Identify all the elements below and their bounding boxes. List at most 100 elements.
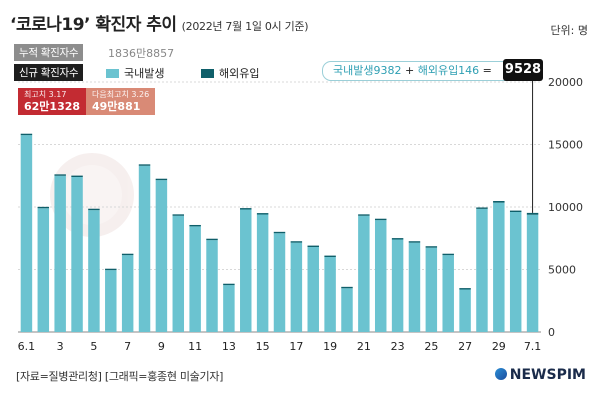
chart-title: ‘코로나19’ 확진자 추이 (2022년 7월 1일 0시 기준) bbox=[10, 10, 309, 35]
bar-domestic bbox=[54, 175, 66, 332]
bar-imported bbox=[256, 213, 269, 215]
bar-imported bbox=[20, 133, 33, 136]
x-tick-label: 3 bbox=[57, 340, 64, 353]
bar-domestic bbox=[307, 247, 319, 332]
bar-domestic bbox=[341, 288, 353, 332]
legend-swatch-imported bbox=[201, 69, 214, 78]
bar-imported bbox=[526, 212, 539, 215]
bar-domestic bbox=[324, 257, 336, 332]
callout-plus: + bbox=[401, 64, 418, 77]
x-tick-label: 5 bbox=[90, 340, 97, 353]
x-tick-label: 21 bbox=[357, 340, 371, 353]
bar-domestic bbox=[172, 215, 185, 332]
bar-domestic bbox=[138, 165, 151, 332]
bars bbox=[20, 133, 539, 332]
badge-second-value: 49만881 bbox=[92, 100, 141, 113]
bar-domestic bbox=[509, 212, 522, 332]
unit-label: 단위: 명 bbox=[550, 24, 588, 37]
y-tick-label: 20000 bbox=[548, 76, 583, 89]
bar-domestic bbox=[442, 255, 454, 332]
bar-imported bbox=[206, 238, 218, 241]
bar-imported bbox=[425, 246, 438, 248]
bar-imported bbox=[71, 175, 83, 177]
bar-imported bbox=[374, 218, 387, 221]
badge-high-value: 62만1328 bbox=[24, 100, 81, 113]
bar-imported bbox=[442, 253, 454, 256]
x-tick-label: 25 bbox=[424, 340, 438, 353]
badge-second-label: 다음최고치 3.26 bbox=[92, 90, 150, 99]
bar-domestic bbox=[240, 209, 252, 332]
bar-domestic bbox=[189, 226, 201, 332]
x-tick-label: 29 bbox=[492, 340, 506, 353]
title-main: ‘코로나19’ 확진자 추이 bbox=[10, 15, 177, 35]
callout-imported: 해외유입146 bbox=[417, 64, 480, 77]
footer-source: [자료=질병관리청] [그래픽=홍종현 미술기자] bbox=[16, 370, 224, 383]
bar-imported bbox=[358, 214, 370, 216]
new-cases-label: 신규 확진자수 bbox=[14, 64, 84, 81]
bar-imported bbox=[273, 231, 286, 234]
bar-imported bbox=[37, 206, 50, 209]
x-tick-label: 19 bbox=[323, 340, 337, 353]
callout-box: 국내발생9382 + 해외유입146 = bbox=[322, 61, 533, 81]
bar-imported bbox=[408, 241, 421, 243]
bar-domestic bbox=[374, 220, 387, 332]
bar-domestic bbox=[223, 285, 235, 332]
x-tick-label: 17 bbox=[289, 340, 303, 353]
legend-imported: 해외유입 bbox=[201, 65, 259, 81]
title-sub: (2022년 7월 1일 0시 기준) bbox=[181, 20, 309, 33]
bar-domestic bbox=[459, 289, 471, 332]
bar-imported bbox=[240, 208, 252, 210]
bar-domestic bbox=[121, 255, 134, 332]
bar-imported bbox=[290, 241, 303, 243]
bar-imported bbox=[391, 238, 404, 240]
x-tick-label: 7.1 bbox=[524, 340, 542, 353]
bar-imported bbox=[324, 255, 336, 257]
legend-domestic: 국내발생 bbox=[106, 65, 164, 81]
badge-second: 다음최고치 3.26 49만881 bbox=[86, 88, 156, 115]
globe-icon bbox=[494, 368, 507, 380]
bar-domestic bbox=[20, 135, 33, 332]
bar-imported bbox=[88, 208, 100, 211]
x-tick-label: 13 bbox=[222, 340, 236, 353]
x-tick-label: 15 bbox=[256, 340, 270, 353]
logo-text: NEWSPIM bbox=[509, 367, 586, 383]
bar-domestic bbox=[37, 208, 50, 332]
bar-imported bbox=[54, 174, 66, 176]
bar-imported bbox=[189, 224, 201, 227]
bar-domestic bbox=[256, 214, 269, 332]
x-tick-label: 11 bbox=[188, 340, 202, 353]
bar-domestic bbox=[391, 239, 404, 332]
newspim-logo: NEWSPIM bbox=[494, 367, 586, 383]
x-tick-labels: 6.1 3 5 7 9 11 13 15 17 19 21 23 25 27 29 7.1 bbox=[18, 340, 542, 353]
y-tick-label: 10000 bbox=[548, 201, 583, 214]
legend-label-imported: 해외유입 bbox=[219, 67, 260, 80]
legend-label-domestic: 국내발생 bbox=[124, 67, 165, 80]
y-tick-label: 0 bbox=[548, 326, 555, 339]
bar-domestic bbox=[476, 208, 488, 332]
legend-swatch-domestic bbox=[106, 69, 119, 78]
bar-imported bbox=[509, 210, 522, 212]
x-tick-label: 23 bbox=[391, 340, 405, 353]
callout-total: 9528 bbox=[503, 59, 543, 81]
bar-domestic bbox=[358, 215, 370, 332]
bar-imported bbox=[155, 178, 168, 181]
bar-domestic bbox=[526, 214, 539, 332]
bar-imported bbox=[223, 283, 235, 286]
x-tick-label: 9 bbox=[158, 340, 165, 353]
bar-imported bbox=[105, 268, 117, 271]
y-tick-label: 15000 bbox=[548, 139, 583, 152]
bar-domestic bbox=[425, 247, 438, 332]
bar-domestic bbox=[155, 180, 168, 332]
bar-imported bbox=[307, 245, 319, 247]
bar-domestic bbox=[88, 210, 100, 332]
cumulative-label: 누적 확진자수 bbox=[14, 44, 84, 61]
x-tick-label: 7 bbox=[124, 340, 131, 353]
badge-high: 최고치 3.17 62만1328 bbox=[18, 88, 87, 115]
bar-imported bbox=[459, 288, 471, 290]
bar-domestic bbox=[273, 233, 286, 332]
bar-imported bbox=[476, 207, 488, 209]
y-tick-label: 5000 bbox=[548, 264, 576, 277]
y-tick-labels: 0 5000 10000 15000 20000 bbox=[548, 76, 583, 339]
callout-eq: = bbox=[479, 64, 492, 77]
bar-imported bbox=[341, 286, 353, 289]
